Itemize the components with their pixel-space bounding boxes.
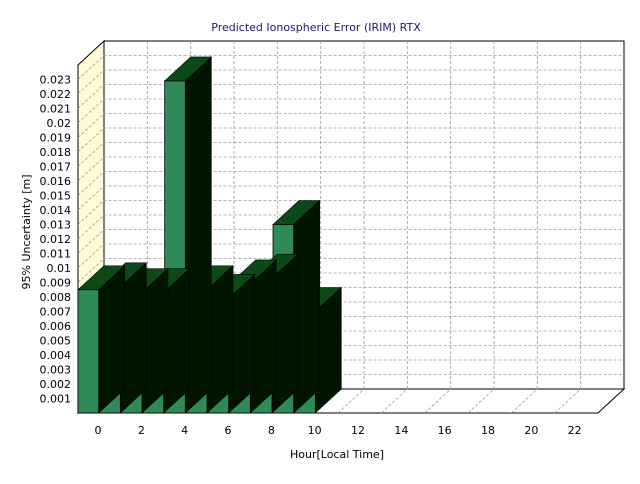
x-tick-label: 2 [138,424,145,437]
y-tick-label: 0.005 [40,335,72,348]
x-tick-label: 16 [438,424,452,437]
y-tick-label: 0.02 [47,117,72,130]
floor-grid-line [381,388,408,414]
y-tick-label: 0.022 [40,88,72,101]
y-axis-label: 95% Uncertainty [m] [20,174,33,289]
y-grid-line [77,69,624,95]
floor-grid-line [424,388,451,414]
y-tick-label: 0.014 [40,204,72,217]
y-tick-label: 0.016 [40,175,72,188]
y-grid-line [77,214,624,240]
x-tick-label: 18 [481,424,495,437]
floor-grid-line [554,388,581,414]
y-tick-label: 0.002 [40,378,72,391]
x-tick-label: 4 [181,424,188,437]
y-tick-label: 0.019 [40,132,72,145]
y-tick-label: 0.011 [40,248,72,261]
floor-grid-line [337,388,365,414]
y-tick-label: 0.018 [40,146,72,159]
y-grid-line [77,84,624,109]
y-tick-label: 0.008 [40,291,72,304]
x-axis-label: Hour[Local Time] [290,448,384,461]
bar [77,265,126,414]
y-tick-label: 0.003 [40,364,72,377]
y-tick-label: 0.007 [40,306,72,319]
y-tick-label: 0.015 [40,190,72,203]
x-tick-label: 8 [268,424,275,437]
y-tick-label: 0.006 [40,320,72,333]
y-tick-label: 0.023 [40,74,72,87]
bar-side [98,265,125,414]
y-tick-label: 0.012 [40,233,72,246]
x-tick-label: 10 [308,424,322,437]
y-grid-line [77,200,624,225]
y-tick-label: 0.013 [40,219,72,232]
y-tick-label: 0.021 [40,103,72,116]
y-tick-label: 0.009 [40,277,72,290]
x-tick-label: 22 [568,424,582,437]
y-tick-label: 0.004 [40,349,72,362]
x-tick-label: 20 [524,424,538,437]
floor-grid-line [467,388,495,414]
x-tick-label: 6 [225,424,232,437]
x-tick-label: 14 [394,424,408,437]
chart-title: Predicted Ionospheric Error (IRIM) RTX [211,21,421,34]
y-tick-label: 0.017 [40,161,72,174]
floor-grid-line [511,388,538,414]
y-grid-line [77,55,624,80]
y-tick-label: 0.001 [40,393,72,406]
bar-front [77,289,100,414]
y-tick-label: 0.01 [47,262,72,275]
x-tick-label: 12 [351,424,365,437]
x-tick-label: 0 [95,424,102,437]
y-grid-line [77,229,624,254]
